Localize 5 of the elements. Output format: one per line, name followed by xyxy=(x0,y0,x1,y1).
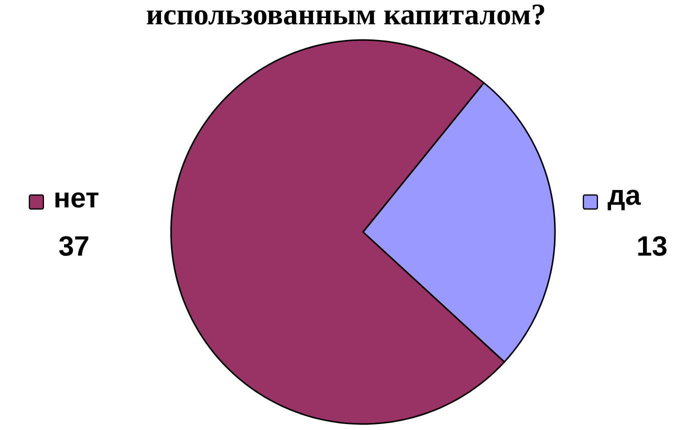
chart-title: использованным капиталом? xyxy=(146,4,544,25)
legend-label: да xyxy=(608,190,641,210)
legend-label: нет xyxy=(55,192,98,208)
data-label: 37 xyxy=(59,236,88,256)
data-label: 13 xyxy=(638,236,666,256)
